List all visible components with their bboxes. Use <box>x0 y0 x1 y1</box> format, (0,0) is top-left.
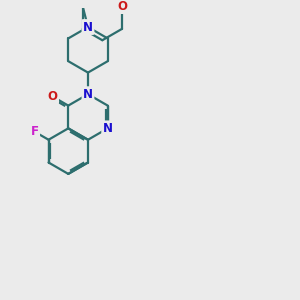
Text: N: N <box>103 122 113 135</box>
Text: O: O <box>48 90 58 103</box>
Text: N: N <box>83 20 93 34</box>
Text: N: N <box>83 88 93 101</box>
Text: O: O <box>117 0 127 13</box>
Text: F: F <box>31 125 39 138</box>
